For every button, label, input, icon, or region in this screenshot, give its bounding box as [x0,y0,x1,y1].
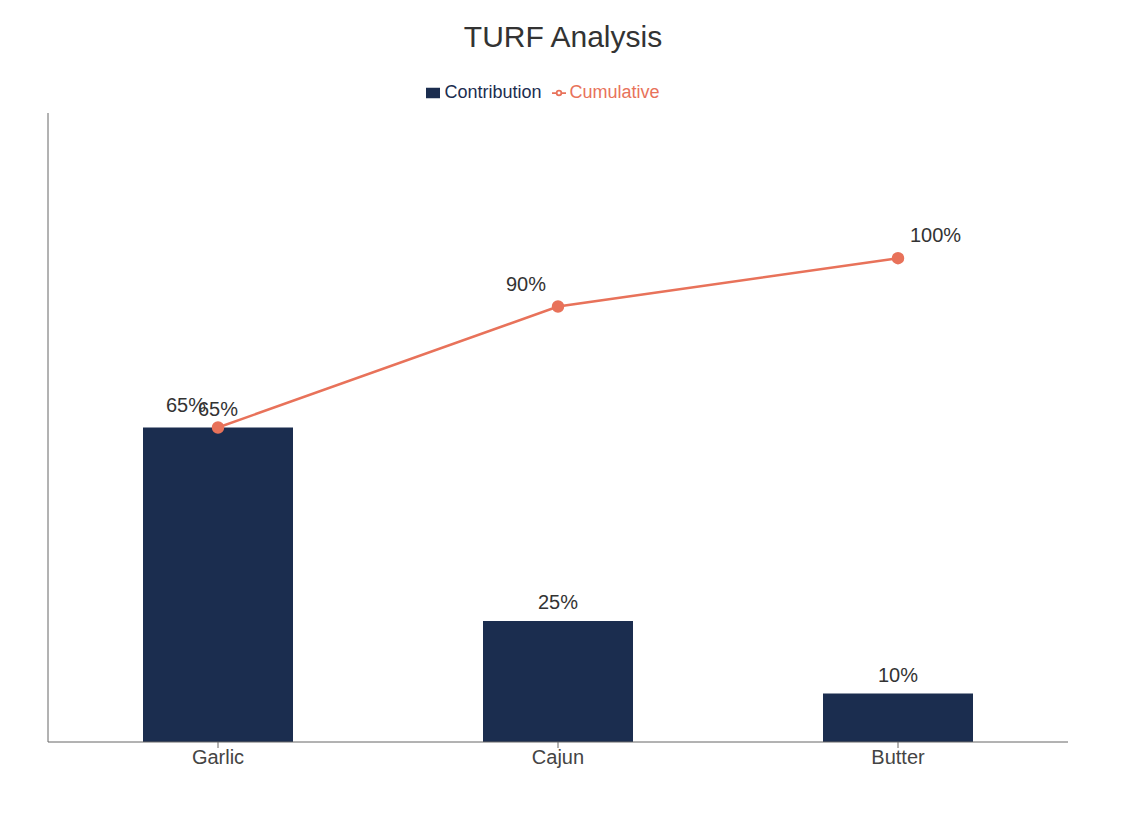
svg-text:90%: 90% [506,273,546,295]
svg-text:65%: 65% [166,394,206,416]
svg-text:Cajun: Cajun [532,746,584,768]
svg-text:65%: 65% [198,397,238,420]
svg-text:25%: 25% [538,591,578,613]
svg-text:Garlic: Garlic [192,746,244,768]
svg-text:100%: 100% [910,224,961,246]
svg-text:Butter: Butter [871,746,925,768]
html-text:Contribution: Contribution [444,82,542,102]
html-text:Cumulative: Cumulative [569,82,660,102]
html-text:TURF Analysis: TURF Analysis [463,20,663,53]
svg-text:10%: 10% [878,664,918,686]
